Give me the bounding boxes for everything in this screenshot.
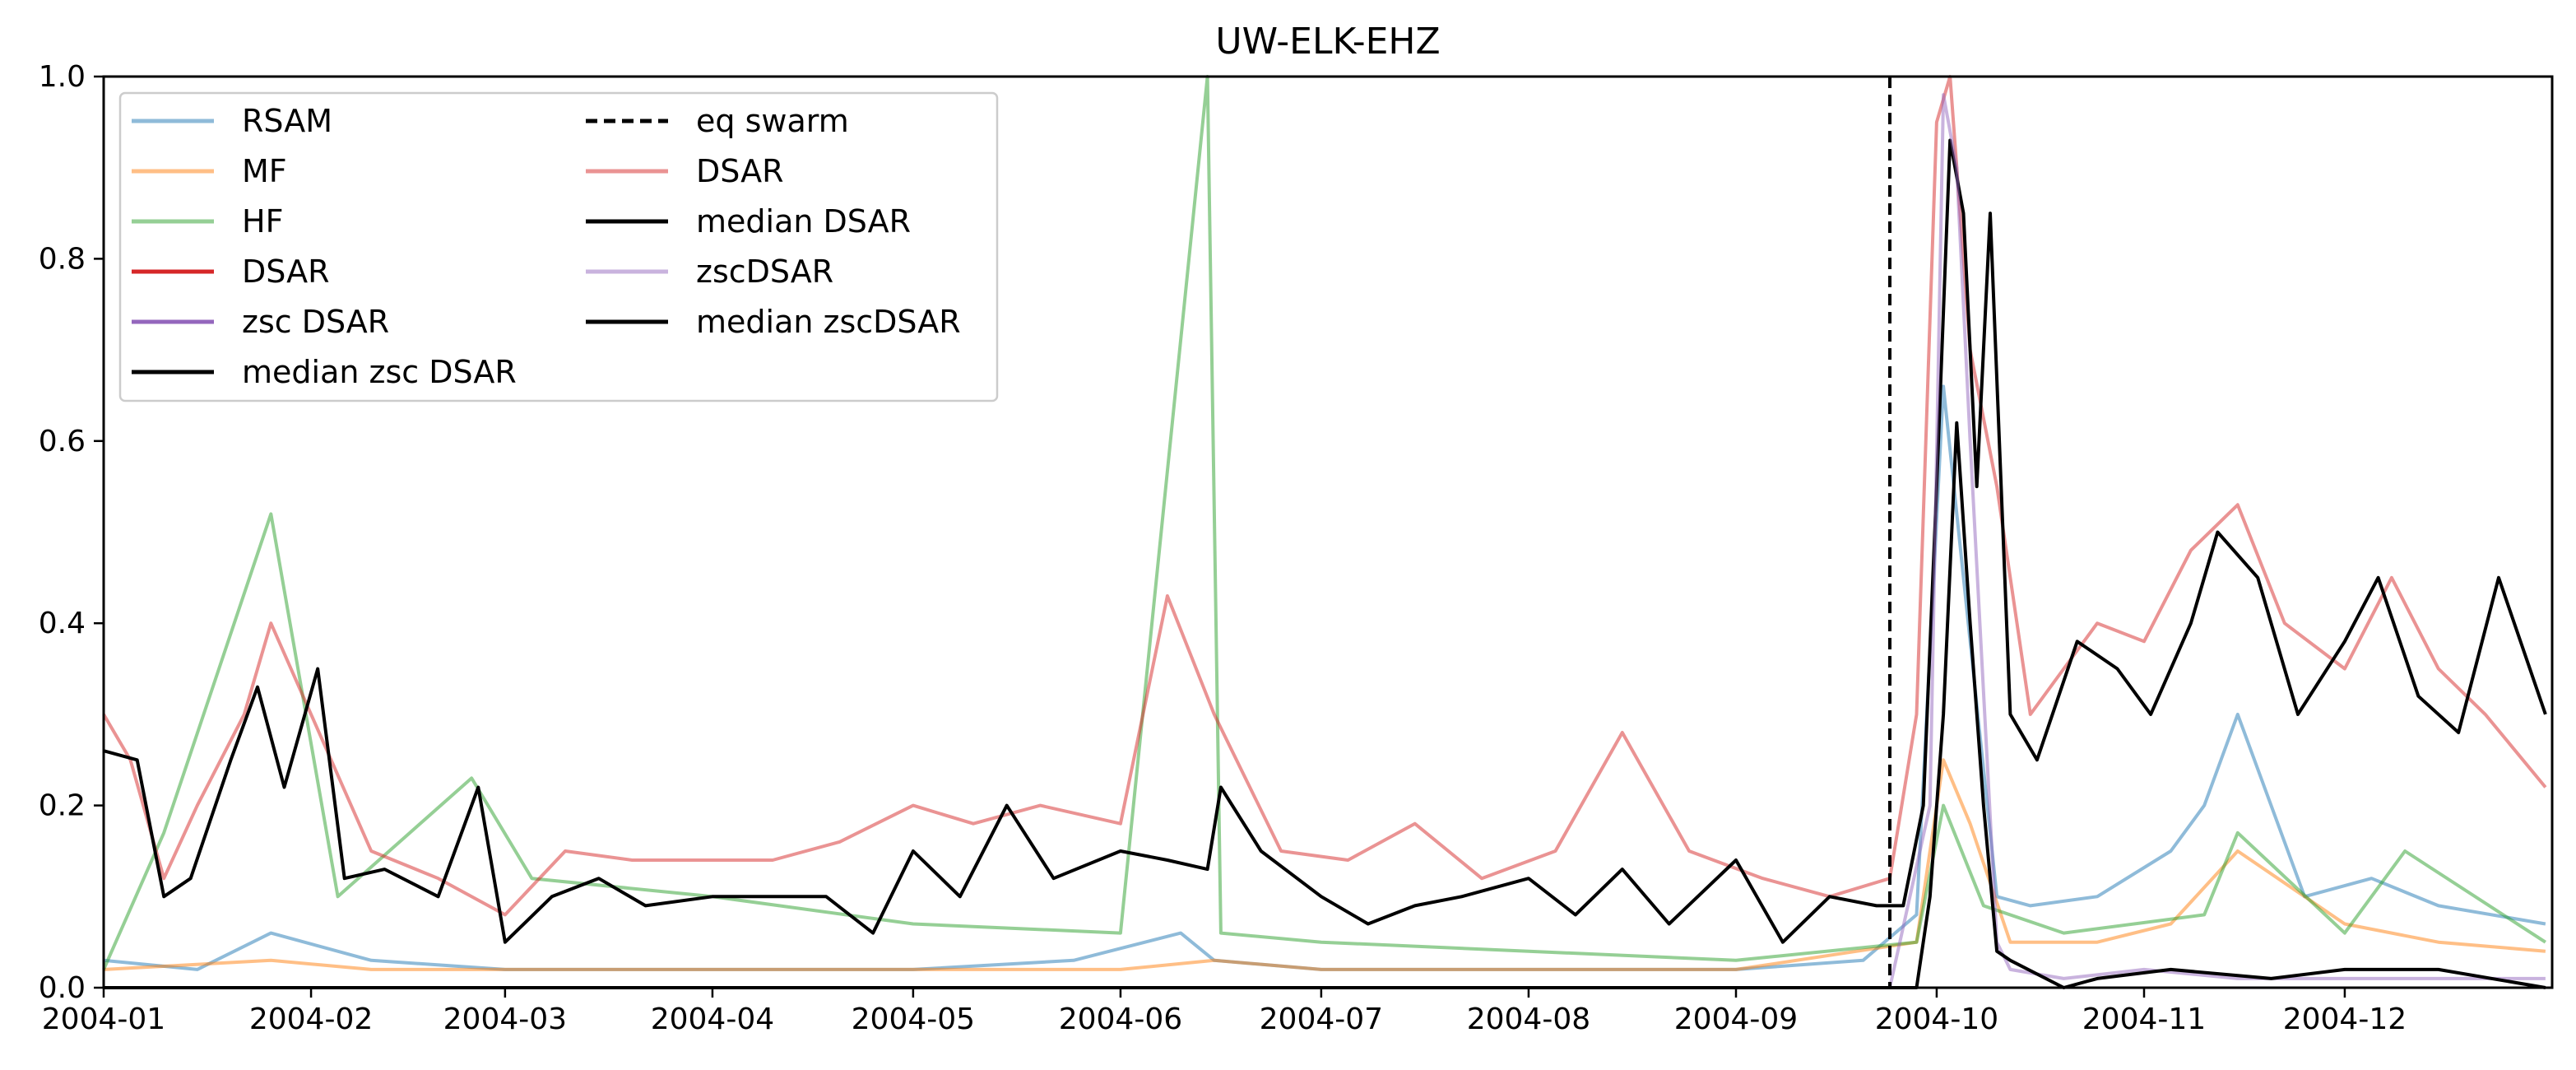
legend-label-dsar: DSAR	[696, 153, 784, 189]
series-line-mf	[103, 758, 2546, 971]
x-tick-label: 2004-08	[1467, 1003, 1590, 1036]
series-line-median-zscdsar-r	[104, 421, 2546, 989]
y-tick-label: 0.4	[39, 607, 86, 640]
legend-label-hf: HF	[242, 203, 283, 240]
legend-label-median-dsar: median DSAR	[696, 203, 911, 240]
x-tick-label: 2004-04	[651, 1003, 774, 1036]
plot-area	[102, 75, 2547, 989]
y-tick-label: 0.0	[39, 971, 86, 1005]
legend-box	[118, 91, 999, 402]
chart-title: UW-ELK-EHZ	[1215, 21, 1440, 63]
x-tick-label: 2004-12	[2283, 1003, 2407, 1036]
series-line-median-dsar-r	[103, 138, 2547, 944]
legend-label-rsam: RSAM	[242, 103, 332, 139]
x-tick-label: 2004-06	[1059, 1003, 1182, 1036]
y-tick-label: 0.2	[39, 789, 86, 823]
y-tick-label: 0.6	[39, 425, 86, 458]
x-tick-label: 2004-01	[42, 1003, 165, 1036]
legend-label-zsc-dsar: zsc DSAR	[242, 304, 389, 340]
legend: RSAM MF HF DSAR zsc DSAR median zsc DSAR eq sw…	[118, 91, 999, 402]
x-tick-label: 2004-02	[249, 1003, 373, 1036]
x-tick-label: 2004-07	[1260, 1003, 1383, 1036]
series-line-dsar-r	[102, 75, 2547, 917]
legend-label-zscdsar: zscDSAR	[696, 254, 833, 290]
legend-label-mf: MF	[242, 153, 287, 189]
legend-label-median-zscdsar: median zscDSAR	[696, 304, 961, 340]
x-tick-label: 2004-10	[1875, 1003, 1998, 1036]
x-tick-label: 2004-09	[1674, 1003, 1798, 1036]
y-tick-label: 0.8	[39, 242, 86, 276]
y-tick-label: 1.0	[39, 60, 86, 94]
series-line-hf	[102, 75, 2546, 970]
x-tick-label: 2004-05	[852, 1003, 975, 1036]
x-tick-label: 2004-11	[2082, 1003, 2206, 1036]
x-axis: 2004-01 2004-02 2004-03 2004-04 2004-05 2004-…	[42, 988, 2407, 1036]
y-axis: 0.0 0.2 0.4 0.6 0.8 1.0	[39, 60, 104, 1005]
legend-label-median-zsc-dsar: median zsc DSAR	[242, 354, 517, 390]
plot-frame	[102, 75, 2554, 989]
legend-label-eq-swarm: eq swarm	[696, 103, 849, 139]
legend-label-dsar: DSAR	[242, 254, 330, 290]
x-tick-label: 2004-03	[443, 1003, 567, 1036]
